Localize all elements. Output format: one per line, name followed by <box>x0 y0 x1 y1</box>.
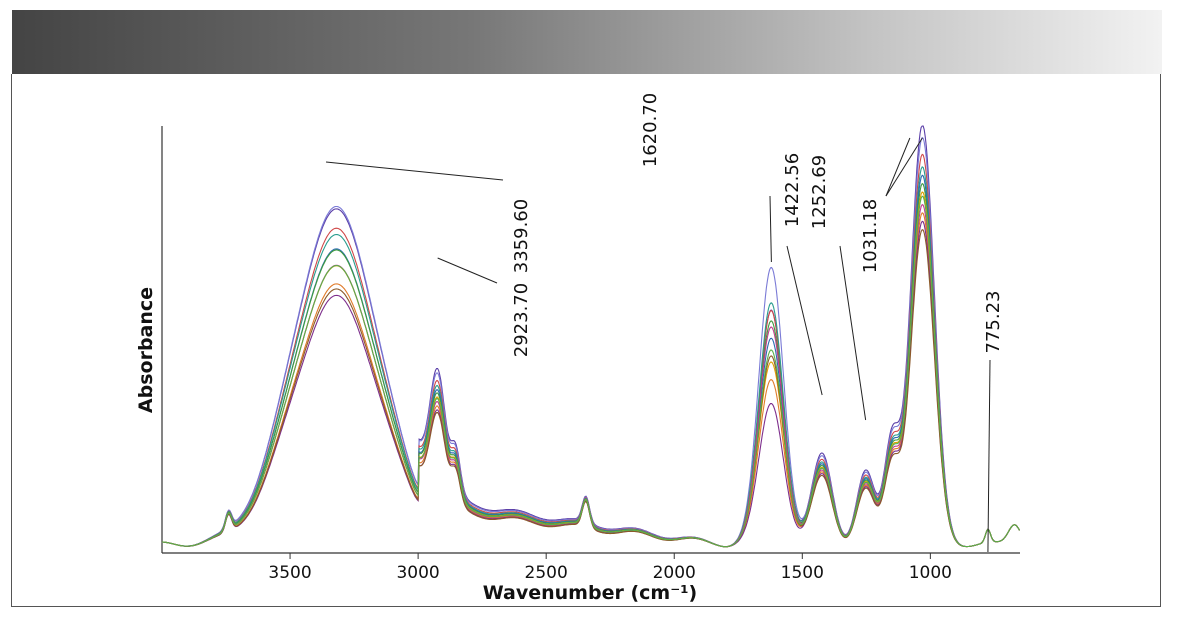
header-gradient-band <box>12 10 1162 74</box>
peak-label: 2923.70 <box>511 283 532 357</box>
x-tick-layer: 3500 3000 2500 2000 1500 1000 <box>268 553 952 583</box>
peak-label: 1031.18 <box>860 199 881 273</box>
spectrum-series-11 <box>161 229 1020 548</box>
spectrum-series-7 <box>161 191 1020 548</box>
peak-label: 775.23 <box>983 291 1004 354</box>
y-axis-title: Absorbance <box>135 287 157 413</box>
spectrum-series-2 <box>161 136 1020 548</box>
x-axis-title: Wavenumber (cm⁻¹) <box>483 582 697 604</box>
peak-leader-line <box>987 359 991 553</box>
figure-frame <box>11 74 1161 607</box>
peak-leader-line <box>885 137 923 197</box>
peak-label: 1252.69 <box>809 155 830 229</box>
peak-leader-line <box>885 137 911 197</box>
peak-label: 1620.70 <box>640 93 661 167</box>
x-tick-label: 2000 <box>653 563 696 583</box>
x-tick-label: 1500 <box>781 563 824 583</box>
peak-leader-line <box>325 161 504 181</box>
peak-leader-line <box>786 245 823 396</box>
peak-leader-line <box>839 245 867 421</box>
x-tick-label: 1000 <box>909 563 952 583</box>
spectrum-series-12 <box>161 195 1020 548</box>
x-tick-label: 3500 <box>268 563 311 583</box>
peak-label: 3359.60 <box>511 199 532 273</box>
spectrum-series-4 <box>161 166 1020 548</box>
x-tick-label: 2500 <box>525 563 568 583</box>
spectrum-series-9 <box>161 212 1020 548</box>
peak-leader-line <box>769 195 772 263</box>
series-layer <box>161 125 1020 548</box>
x-tick-label: 3000 <box>396 563 439 583</box>
peak-label: 1422.56 <box>782 153 803 227</box>
peak-leader-line <box>437 257 498 284</box>
peak-annotation-layer: 3359.60 2923.70 1620.70 1422.56 1252.69 1031.… <box>325 93 1004 553</box>
